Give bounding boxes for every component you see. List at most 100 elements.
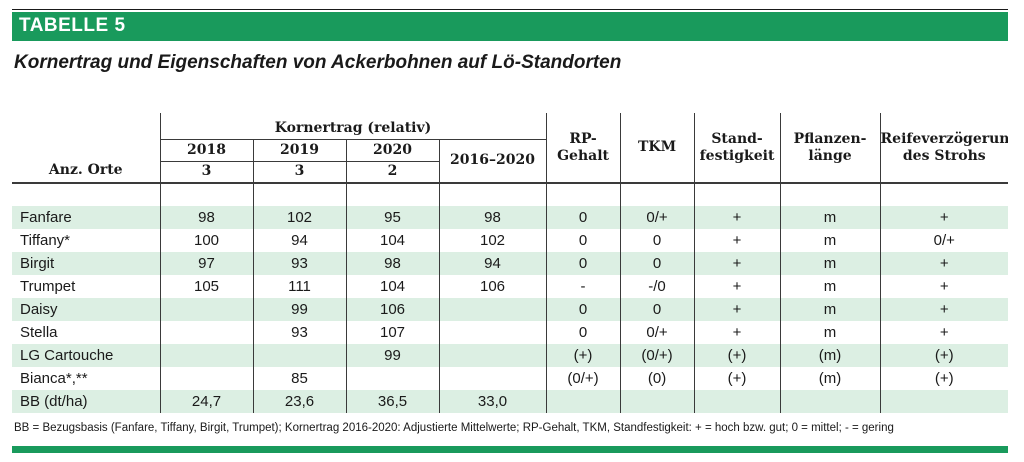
- spacer-row: [12, 183, 1009, 206]
- table-subtitle: Kornertrag und Eigenschaften von Ackerbo…: [14, 52, 622, 73]
- cell-2020: 106: [345, 298, 439, 321]
- header-year-2019: 2019: [252, 139, 346, 162]
- row-name: Birgit: [12, 252, 160, 275]
- cell-2019: 99: [252, 298, 346, 321]
- header-year-2018: 2018: [159, 139, 253, 162]
- cell-reifeverzoegerung: (+): [879, 367, 1009, 390]
- cell-tkm: 0/+: [619, 206, 695, 229]
- cell-standfestigkeit: (+): [693, 344, 781, 367]
- cell-pflanzenlaenge: (m): [779, 367, 881, 390]
- table-row: Stella 93 107 0 0/+ + m +: [12, 321, 1009, 344]
- cell-2020: 36,5: [345, 390, 439, 413]
- table-row: Fanfare 98 102 95 98 0 0/+ + m +: [12, 206, 1009, 229]
- cell-reifeverzoegerung: +: [879, 275, 1009, 298]
- cell-tkm: 0/+: [619, 321, 695, 344]
- cell-2016-2020: [438, 367, 547, 390]
- cell-standfestigkeit: +: [693, 298, 781, 321]
- cell-2018: [159, 344, 253, 367]
- header-year-2020: 2020: [345, 139, 439, 162]
- cell-standfestigkeit: +: [693, 321, 781, 344]
- table-row: Daisy 99 106 0 0 + m +: [12, 298, 1009, 321]
- cell-rp-gehalt: 0: [545, 298, 621, 321]
- row-name: LG Cartouche: [12, 344, 160, 367]
- cell-pflanzenlaenge: (m): [779, 344, 881, 367]
- cell-2016-2020: 102: [438, 229, 547, 252]
- cell-pflanzenlaenge: m: [779, 298, 881, 321]
- cell-tkm: 0: [619, 298, 695, 321]
- cell-2016-2020: [438, 321, 547, 344]
- cell-tkm: (0/+): [619, 344, 695, 367]
- table-banner: TABELLE 5: [12, 12, 1008, 41]
- cell-2019: 94: [252, 229, 346, 252]
- cell-2019: 93: [252, 321, 346, 344]
- footnote: BB = Bezugsbasis (Fanfare, Tiffany, Birg…: [14, 422, 894, 434]
- cell-2016-2020: [438, 298, 547, 321]
- row-name: Bianca*,**: [20, 370, 88, 387]
- cell-standfestigkeit: [693, 390, 781, 413]
- cell-pflanzenlaenge: [779, 390, 881, 413]
- cell-reifeverzoegerung: 0/+: [879, 229, 1009, 252]
- cell-2018: 24,7: [159, 390, 253, 413]
- row-name: Stella: [20, 324, 58, 341]
- table-row: LG Cartouche 99 (+) (0/+) (+) (m) (+): [12, 344, 1009, 367]
- cell-2019: [252, 344, 346, 367]
- row-name: Tiffany*: [20, 232, 71, 249]
- cell-rp-gehalt: 0: [545, 321, 621, 344]
- cell-2018: 100: [159, 229, 253, 252]
- cell-pflanzenlaenge: m: [779, 275, 881, 298]
- cell-2020: 104: [345, 229, 439, 252]
- header-rp-gehalt: RP- Gehalt: [545, 113, 621, 184]
- cell-2018: 97: [159, 252, 253, 275]
- cell-2016-2020: [438, 344, 547, 367]
- header-anz-orte: Anz. Orte: [12, 113, 160, 184]
- cell-rp-gehalt: [545, 390, 621, 413]
- cell-reifeverzoegerung: +: [879, 298, 1009, 321]
- bottom-bar: [12, 446, 1008, 453]
- row-name: Fanfare: [12, 206, 160, 229]
- top-rule: [12, 9, 1008, 10]
- table-row: BB (dt/ha) 24,7 23,6 36,5 33,0: [12, 390, 1009, 413]
- cell-2019: 111: [252, 275, 346, 298]
- table-row: Tiffany* 100 94 104 102 0 0 + m 0/+: [12, 229, 1009, 252]
- cell-reifeverzoegerung: [879, 390, 1009, 413]
- cell-rp-gehalt: 0: [545, 252, 621, 275]
- cell-2016-2020: 33,0: [438, 390, 547, 413]
- data-table: Anz. Orte Kornertrag (relativ) RP- Gehalt…: [12, 113, 1009, 413]
- cell-2019: 93: [252, 252, 346, 275]
- cell-2018: [159, 367, 253, 390]
- row-name: Trumpet: [20, 278, 76, 295]
- cell-rp-gehalt: 0: [545, 206, 621, 229]
- table-row: Trumpet 105 111 104 106 - -/0 + m +: [12, 275, 1009, 298]
- cell-standfestigkeit: +: [693, 275, 781, 298]
- table-row: Bianca*,** 85 (0/+) (0) (+) (m) (+): [12, 367, 1009, 390]
- cell-2018: 98: [159, 206, 253, 229]
- cell-2020: [345, 367, 439, 390]
- cell-standfestigkeit: +: [693, 206, 781, 229]
- cell-rp-gehalt: (+): [545, 344, 621, 367]
- cell-2016-2020: 94: [438, 252, 547, 275]
- cell-2019: 23,6: [252, 390, 346, 413]
- header-standfestigkeit: Stand-festigkeit: [693, 113, 781, 184]
- cell-2016-2020: 98: [438, 206, 547, 229]
- row-name: BB (dt/ha): [12, 390, 160, 413]
- cell-reifeverzoegerung: (+): [879, 344, 1009, 367]
- table-row: Birgit 97 93 98 94 0 0 + m +: [12, 252, 1009, 275]
- cell-rp-gehalt: 0: [545, 229, 621, 252]
- header-orte-2018: 3: [159, 161, 253, 184]
- cell-tkm: -/0: [619, 275, 695, 298]
- cell-2018: [159, 298, 253, 321]
- cell-reifeverzoegerung: +: [879, 206, 1009, 229]
- cell-pflanzenlaenge: m: [779, 229, 881, 252]
- cell-2020: 95: [345, 206, 439, 229]
- cell-2020: 107: [345, 321, 439, 344]
- cell-2018: 105: [159, 275, 253, 298]
- cell-tkm: 0: [619, 252, 695, 275]
- cell-pflanzenlaenge: m: [779, 321, 881, 344]
- cell-pflanzenlaenge: m: [779, 206, 881, 229]
- cell-2018: [159, 321, 253, 344]
- cell-standfestigkeit: (+): [693, 367, 781, 390]
- cell-2020: 98: [345, 252, 439, 275]
- cell-2019: 102: [252, 206, 346, 229]
- header-period: 2016–2020: [438, 139, 547, 184]
- header-reifeverzoegerung: Reifeverzögerung des Strohs: [879, 113, 1009, 184]
